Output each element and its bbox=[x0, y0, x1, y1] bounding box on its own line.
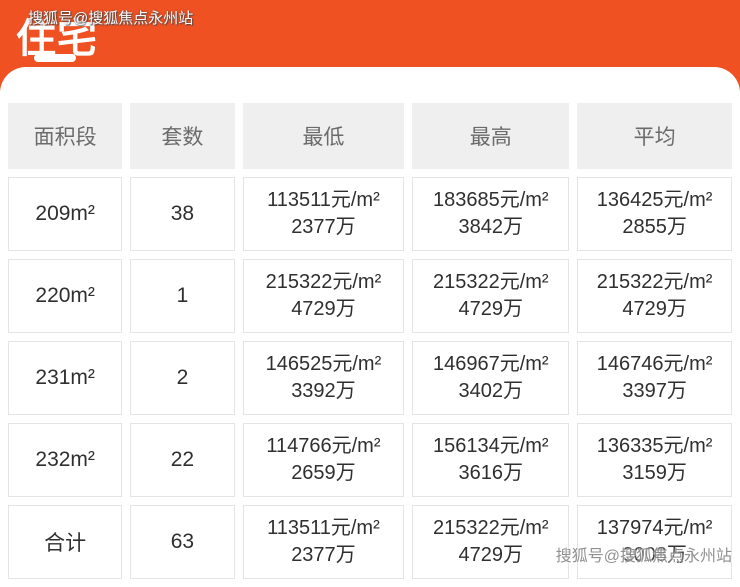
cell-units: 38 bbox=[130, 177, 235, 251]
min-total-price: 3392万 bbox=[291, 380, 356, 402]
table-row-total: 合计 63 113511元/m² 2377万 215322元/m² 4729万 … bbox=[8, 505, 732, 579]
cell-avg: 136335元/m² 3159万 bbox=[577, 423, 732, 497]
avg-total-price: 3397万 bbox=[622, 380, 687, 402]
column-header-area: 面积段 bbox=[8, 103, 123, 169]
watermark-bottom: 搜狐号@搜狐焦点永州站 bbox=[555, 548, 732, 565]
cell-max: 146967元/m² 3402万 bbox=[412, 341, 570, 415]
max-unit-price: 215322元/m² bbox=[432, 517, 549, 539]
cell-units: 63 bbox=[130, 505, 235, 579]
cell-units: 1 bbox=[130, 259, 235, 333]
price-table: 面积段 套数 最低 最高 平均 209m² 38 113511元/m² 2377… bbox=[0, 95, 740, 587]
cell-max: 183685元/m² 3842万 bbox=[412, 177, 570, 251]
table-row: 231m² 2 146525元/m² 3392万 146967元/m² 3402… bbox=[8, 341, 732, 415]
avg-total-price: 4729万 bbox=[622, 298, 687, 320]
table-row: 209m² 38 113511元/m² 2377万 183685元/m² 384… bbox=[8, 177, 732, 251]
min-unit-price: 114766元/m² bbox=[266, 435, 381, 457]
min-unit-price: 146525元/m² bbox=[265, 353, 382, 375]
min-unit-price: 113511元/m² bbox=[267, 189, 380, 211]
cell-area: 209m² bbox=[8, 177, 123, 251]
cell-avg: 137974元/m² 3008万 bbox=[577, 505, 732, 579]
cell-min: 113511元/m² 2377万 bbox=[242, 505, 405, 579]
max-total-price: 3842万 bbox=[458, 216, 524, 238]
avg-total-price: 2855万 bbox=[622, 216, 687, 238]
avg-unit-price: 146746元/m² bbox=[596, 353, 713, 375]
cell-avg: 136425元/m² 2855万 bbox=[577, 177, 732, 251]
avg-unit-price: 136425元/m² bbox=[596, 189, 713, 211]
cell-area: 220m² bbox=[8, 259, 123, 333]
cell-max: 156134元/m² 3616万 bbox=[412, 423, 570, 497]
watermark-top: 搜狐号@搜狐焦点永州站 bbox=[28, 10, 194, 27]
cell-avg: 215322元/m² 4729万 bbox=[577, 259, 732, 333]
cell-units: 22 bbox=[130, 423, 235, 497]
max-unit-price: 156134元/m² bbox=[432, 435, 549, 457]
table-row: 232m² 22 114766元/m² 2659万 156134元/m² 361… bbox=[8, 423, 732, 497]
cell-area: 232m² bbox=[8, 423, 123, 497]
max-unit-price: 215322元/m² bbox=[432, 271, 549, 293]
table-row: 220m² 1 215322元/m² 4729万 215322元/m² 4729… bbox=[8, 259, 732, 333]
min-total-price: 2377万 bbox=[291, 544, 356, 566]
avg-total-price: 3159万 bbox=[622, 462, 687, 484]
cell-min: 146525元/m² 3392万 bbox=[242, 341, 405, 415]
avg-unit-price: 136335元/m² bbox=[596, 435, 713, 457]
cell-max: 215322元/m² 4729万 bbox=[412, 505, 570, 579]
max-total-price: 4729万 bbox=[458, 544, 524, 566]
cell-units: 2 bbox=[130, 341, 235, 415]
tab-active-indicator bbox=[34, 54, 76, 62]
cell-min: 215322元/m² 4729万 bbox=[242, 259, 405, 333]
cell-area: 合计 bbox=[8, 505, 123, 579]
column-header-min: 最低 bbox=[242, 103, 405, 169]
cell-min: 113511元/m² 2377万 bbox=[242, 177, 405, 251]
max-total-price: 4729万 bbox=[458, 298, 524, 320]
cell-avg: 146746元/m² 3397万 bbox=[577, 341, 732, 415]
column-header-avg: 平均 bbox=[577, 103, 732, 169]
cell-max: 215322元/m² 4729万 bbox=[412, 259, 570, 333]
table-header-row: 面积段 套数 最低 最高 平均 bbox=[8, 103, 732, 169]
avg-unit-price: 215322元/m² bbox=[596, 271, 713, 293]
min-unit-price: 113511元/m² bbox=[267, 517, 380, 539]
min-total-price: 2659万 bbox=[291, 462, 356, 484]
cell-area: 231m² bbox=[8, 341, 123, 415]
content-card: 面积段 套数 最低 最高 平均 209m² 38 113511元/m² 2377… bbox=[0, 67, 740, 587]
min-unit-price: 215322元/m² bbox=[265, 271, 382, 293]
avg-unit-price: 137974元/m² bbox=[596, 517, 713, 539]
tab-residential[interactable]: 住宅 bbox=[16, 17, 98, 61]
column-header-units: 套数 bbox=[130, 103, 235, 169]
min-total-price: 2377万 bbox=[291, 216, 356, 238]
min-total-price: 4729万 bbox=[291, 298, 356, 320]
max-unit-price: 146967元/m² bbox=[432, 353, 549, 375]
cell-min: 114766元/m² 2659万 bbox=[242, 423, 405, 497]
max-total-price: 3616万 bbox=[458, 462, 524, 484]
max-unit-price: 183685元/m² bbox=[432, 189, 549, 211]
column-header-max: 最高 bbox=[412, 103, 570, 169]
avg-total-price: 3008万 bbox=[622, 544, 687, 566]
max-total-price: 3402万 bbox=[458, 380, 524, 402]
